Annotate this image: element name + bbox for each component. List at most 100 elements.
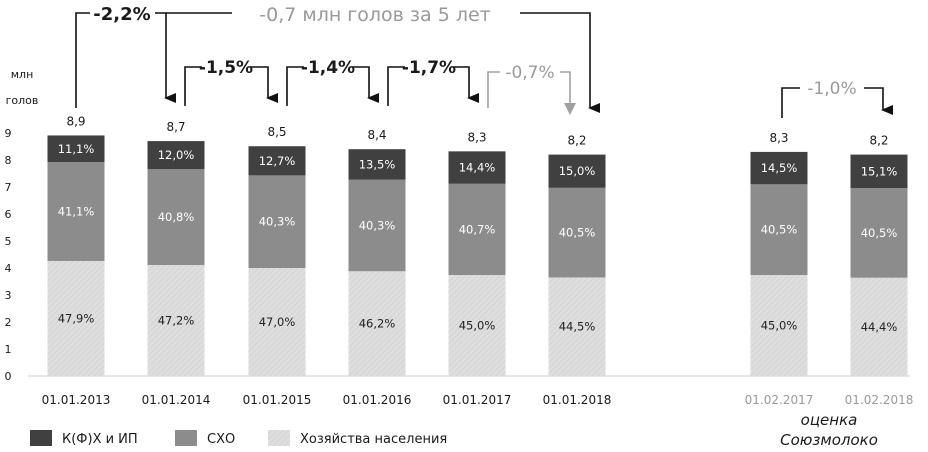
- annotation-top-main: -0,7 млн голов за 5 лет: [259, 4, 490, 26]
- x-tick-label: 01.01.2018: [543, 393, 612, 407]
- bar-segment-label: 44,5%: [559, 320, 596, 334]
- bar-segment-label: 15,1%: [861, 164, 898, 178]
- bar-total-label: 8,3: [467, 130, 486, 144]
- y-axis-label-line2: голов: [6, 94, 39, 107]
- bar-group: 47,9% 41,1% 11,1% 8,9: [47, 114, 105, 376]
- bar-segment: [147, 141, 205, 170]
- bar-segment: [448, 275, 506, 376]
- bar-total-label: 8,5: [267, 125, 286, 139]
- bar-segment-label: 40,8%: [158, 210, 195, 224]
- bar-segment: [47, 162, 105, 261]
- y-tick-label: 3: [5, 289, 12, 302]
- step-bracket: [387, 66, 405, 106]
- bar-group: 46,2% 40,3% 13,5% 8,4: [348, 128, 406, 376]
- bar-segment: [548, 154, 606, 188]
- bar-segment-label: 47,0%: [259, 315, 296, 329]
- bar-segment: [248, 268, 306, 376]
- bar-total-label: 8,7: [166, 120, 185, 134]
- bar-segment: [47, 260, 105, 376]
- bar-total-label: 8,9: [66, 114, 85, 128]
- bar-segment: [850, 154, 908, 189]
- bar-segment-label: 40,7%: [459, 222, 496, 236]
- bracket-line: [75, 12, 90, 108]
- bar-segment: [548, 187, 606, 278]
- bar-segment-label: 45,0%: [761, 319, 798, 333]
- bar-segment: [850, 188, 908, 278]
- bar-segment-label: 13,5%: [359, 157, 396, 171]
- grey-step-label: -0,7%: [505, 63, 554, 83]
- bar-segment-label: 14,5%: [761, 161, 798, 175]
- bar-group: 44,5% 40,5% 15,0% 8,2: [548, 134, 606, 376]
- bar-segment: [750, 151, 808, 185]
- step-bracket: [250, 66, 278, 103]
- bar-group: 47,0% 40,3% 12,7% 8,5: [248, 125, 306, 376]
- bar-segment: [147, 169, 205, 266]
- x-tick-label: 01.01.2015: [243, 393, 312, 407]
- x-tick-label: 01.01.2014: [142, 393, 211, 407]
- bracket-line: [520, 12, 600, 113]
- bar-segment-label: 40,5%: [761, 223, 798, 237]
- right-step-bracket: [864, 87, 893, 115]
- bar-segment: [348, 149, 406, 180]
- bar-segment: [548, 277, 606, 376]
- y-tick-label: 1: [5, 343, 12, 356]
- bar-segment-label: 41,1%: [58, 205, 95, 219]
- bar-segment-label: 44,4%: [861, 320, 898, 334]
- bar-segment: [750, 275, 808, 376]
- grey-arrow-head: [564, 103, 576, 115]
- step-annotation-label: -1,7%: [402, 58, 456, 78]
- bar-segment: [47, 135, 105, 163]
- bar-segment-label: 12,7%: [259, 154, 296, 168]
- legend-label: Хозяйства населения: [300, 432, 447, 447]
- legend: К(Ф)Х и ИП СХО Хозяйства населения: [30, 430, 447, 447]
- bar-segment-label: 46,2%: [359, 317, 396, 331]
- bar-segment: [850, 277, 908, 376]
- y-axis-label-line1: млн: [11, 68, 34, 81]
- legend-label: СХО: [207, 432, 235, 447]
- bar-segment-label: 47,9%: [58, 311, 95, 325]
- y-tick-label: 6: [5, 208, 12, 221]
- y-tick-labels: 0 1 2 3 4 5 6 7 8 9: [5, 127, 12, 383]
- bar-segment: [348, 271, 406, 376]
- bar-segment-label: 45,0%: [459, 319, 496, 333]
- bar-segment-label: 40,5%: [861, 226, 898, 240]
- bracket-line: [155, 12, 176, 103]
- y-tick-label: 0: [5, 370, 12, 383]
- bars-layer: 47,9% 41,1% 11,1% 8,9 47,2% 40,8% 12,0% 8,7 47,0…: [47, 114, 908, 376]
- x-tick-labels: 01.01.2013 01.01.2014 01.01.2015 01.01.2016…: [42, 393, 914, 407]
- x-tick-label: 01.01.2013: [42, 393, 111, 407]
- bar-segment: [147, 265, 205, 376]
- x-tick-label: 01.02.2018: [845, 393, 914, 407]
- bar-segment-label: 12,0%: [158, 148, 195, 162]
- bar-segment: [750, 184, 808, 276]
- bar-group: 44,4% 40,5% 15,1% 8,2: [850, 134, 908, 376]
- bar-segment: [448, 151, 506, 184]
- y-tick-label: 9: [5, 127, 12, 140]
- bar-segment-label: 40,3%: [359, 218, 396, 232]
- x-tick-label: 01.02.2017: [745, 393, 814, 407]
- y-tick-label: 8: [5, 154, 12, 167]
- grey-step-bracket: [560, 71, 571, 103]
- bar-group: 45,0% 40,5% 14,5% 8,3: [750, 131, 808, 376]
- bar-segment: [248, 175, 306, 268]
- y-tick-label: 7: [5, 181, 12, 194]
- annotation-top-left: -2,2%: [93, 4, 150, 25]
- bar-segment-label: 14,4%: [459, 161, 496, 175]
- bar-segment-label: 11,1%: [58, 142, 95, 156]
- legend-swatch: [175, 430, 197, 446]
- x-tick-label: 01.01.2017: [443, 393, 512, 407]
- bar-total-label: 8,3: [769, 131, 788, 145]
- x-tick-label: 01.01.2016: [343, 393, 412, 407]
- grey-step-bracket: [487, 71, 500, 108]
- step-annotation-label: -1,4%: [301, 58, 355, 78]
- y-tick-label: 5: [5, 235, 12, 248]
- estimate-note-line1: оценка: [801, 411, 858, 429]
- y-tick-label: 2: [5, 316, 12, 329]
- legend-swatch: [268, 430, 290, 446]
- annotations-layer: -2,2% -0,7 млн голов за 5 лет -1,5% -1,4% -1…: [75, 4, 893, 118]
- step-bracket: [286, 66, 304, 106]
- step-annotation-label: -1,5%: [199, 58, 253, 78]
- right-step-label: -1,0%: [807, 79, 856, 99]
- step-bracket: [453, 66, 479, 103]
